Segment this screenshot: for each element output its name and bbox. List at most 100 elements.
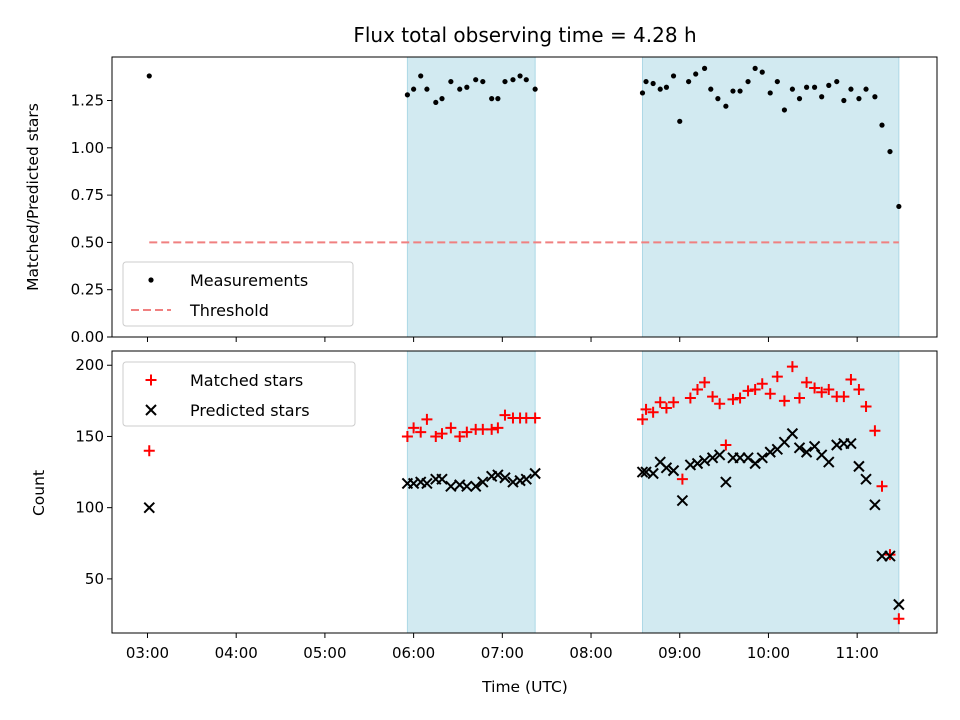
- bottom-predicted-point: [529, 467, 541, 480]
- top-data-point: [643, 78, 649, 85]
- bottom-matched-point: [801, 376, 813, 388]
- bottom-matched-point: [771, 371, 783, 383]
- bottom-matched-point: [668, 396, 680, 408]
- bottom-predicted-point: [636, 466, 649, 478]
- top-data-point: [650, 80, 656, 87]
- bottom-matched-point: [720, 439, 732, 451]
- bottom-predicted-point: [713, 449, 726, 461]
- bottom-predicted-point: [676, 494, 689, 507]
- top-data-point: [418, 73, 424, 79]
- bottom-predicted-point: [499, 472, 511, 484]
- top-data-point: [745, 78, 751, 85]
- bottom-predicted-point: [845, 437, 857, 450]
- top-data-point: [863, 86, 869, 92]
- bottom-matched-point: [786, 361, 798, 373]
- bottom-matched-point: [838, 391, 850, 403]
- top-data-point: [657, 86, 663, 92]
- bottom-matched-point: [684, 392, 696, 404]
- top-data-point: [686, 78, 692, 85]
- bottom-predicted-point: [647, 467, 659, 480]
- bottom-predicted-point: [691, 457, 704, 470]
- top-data-point: [404, 92, 411, 98]
- bottom-matched-point: [654, 396, 666, 408]
- bottom-matched-point: [636, 413, 648, 425]
- top-data-point: [517, 73, 523, 79]
- chart-title: Flux total observing time = 4.28 h: [353, 23, 696, 47]
- top-data-point: [639, 90, 646, 96]
- bottom-predicted-point: [869, 499, 881, 511]
- bottom-predicted-point: [884, 550, 896, 562]
- bottom-matched-point: [691, 383, 703, 395]
- top-data-point: [723, 103, 729, 109]
- bottom-matched-point: [660, 402, 672, 414]
- bottom-y-axis-label: Count: [30, 470, 48, 516]
- bottom-x-tick-label: 06:00: [392, 644, 435, 662]
- top-data-point: [424, 86, 430, 92]
- top-data-point: [715, 96, 721, 102]
- bottom-predicted-point: [853, 460, 865, 473]
- bottom-matched-point: [764, 388, 776, 400]
- legend-measurements-swatch: [148, 277, 154, 283]
- top-data-point: [495, 96, 501, 102]
- top-data-point: [752, 65, 758, 71]
- bottom-predicted-point: [143, 501, 155, 514]
- bottom-matched-point: [415, 426, 427, 438]
- top-y-tick-label: 0.25: [71, 281, 104, 299]
- top-data-point: [532, 86, 538, 92]
- bottom-matched-point: [640, 403, 652, 415]
- bottom-shaded-interval: [406, 350, 536, 634]
- bottom-matched-point: [492, 422, 504, 434]
- bottom-predicted-point: [445, 480, 457, 493]
- bottom-predicted-point: [520, 473, 532, 485]
- bottom-matched-point: [445, 422, 457, 434]
- top-panel: 0.00 0.25 0.50 0.75 1.00 1.25 Measurements Thre…: [71, 56, 938, 346]
- bottom-x-tick-label: 11:00: [836, 644, 879, 662]
- bottom-x-tick-label: 07:00: [481, 644, 524, 662]
- top-y-tick-label: 1.25: [71, 92, 104, 110]
- bottom-matched-point: [809, 382, 821, 394]
- bottom-predicted-point: [436, 473, 448, 485]
- top-y-tick-label: 0.75: [71, 186, 104, 204]
- bottom-predicted-point: [786, 427, 799, 440]
- bottom-y-tick-label: 50: [85, 570, 104, 588]
- bottom-predicted-point: [893, 598, 905, 611]
- top-data-point: [848, 86, 854, 92]
- top-data-point: [464, 84, 470, 90]
- bottom-legend: Matched stars Predicted stars: [122, 361, 356, 427]
- top-y-tick-label: 1.00: [71, 139, 104, 157]
- top-y-tick-label: 0.00: [71, 328, 104, 346]
- bottom-predicted-point: [800, 446, 813, 458]
- top-y-tick-label: 0.50: [71, 233, 104, 251]
- top-data-point: [896, 203, 902, 210]
- top-data-point: [872, 94, 878, 100]
- legend-matched-swatch: [145, 374, 157, 386]
- top-data-point: [767, 90, 773, 96]
- bottom-panel: 50 100 150 200 03:00 04:00 05:00 06:00 07:00 08:0…: [75, 350, 938, 662]
- bottom-y-tick-label: 150: [75, 427, 104, 445]
- top-data-point: [887, 148, 893, 155]
- legend-label: Matched stars: [190, 371, 303, 390]
- top-data-point: [879, 122, 885, 128]
- bottom-matched-point: [486, 423, 498, 435]
- top-data-point: [473, 77, 479, 83]
- top-data-point: [457, 86, 463, 92]
- top-data-point: [480, 78, 486, 85]
- bottom-predicted-point: [421, 477, 433, 490]
- bottom-matched-point: [699, 376, 711, 388]
- bottom-matched-point: [778, 395, 790, 407]
- bottom-x-tick-label: 09:00: [658, 644, 701, 662]
- bottom-matched-point: [408, 422, 420, 434]
- bottom-predicted-point: [808, 440, 821, 453]
- top-data-point: [803, 84, 810, 90]
- bottom-matched-point: [499, 409, 511, 421]
- top-data-point: [663, 84, 670, 90]
- bottom-matched-point: [430, 430, 442, 442]
- bottom-matched-point: [853, 383, 865, 395]
- bottom-matched-point: [707, 391, 719, 403]
- top-data-point: [826, 82, 832, 88]
- bottom-matched-point: [742, 385, 754, 397]
- top-data-point: [670, 73, 677, 79]
- bottom-matched-point: [869, 425, 881, 437]
- top-data-point: [781, 107, 788, 113]
- top-data-point: [448, 78, 454, 85]
